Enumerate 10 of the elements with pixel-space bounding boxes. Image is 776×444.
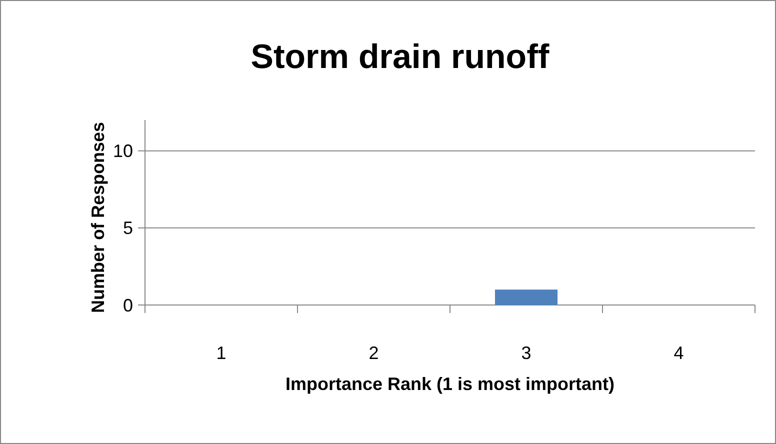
x-tick-label: 4	[674, 343, 684, 363]
y-tick-label: 0	[122, 295, 133, 316]
x-tick-label: 3	[521, 343, 532, 363]
x-axis-title: Importance Rank (1 is most important)	[285, 374, 615, 394]
y-tick-label: 10	[112, 141, 133, 162]
y-axis-title: Number of Responses	[88, 122, 108, 314]
y-tick-label: 5	[122, 218, 133, 238]
x-tick-label: 1	[216, 343, 226, 363]
chart-title: Storm drain runoff	[250, 38, 550, 76]
x-tick-label: 2	[368, 343, 379, 363]
